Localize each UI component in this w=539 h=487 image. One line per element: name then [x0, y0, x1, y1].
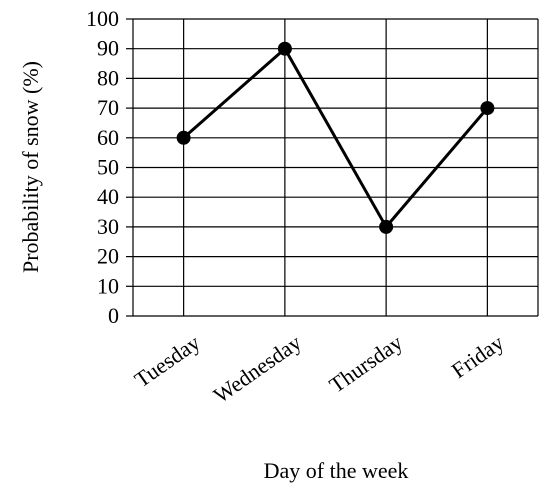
y-tick-label: 40 — [97, 184, 119, 209]
y-axis-label: Probability of snow (%) — [18, 61, 43, 273]
marker — [379, 219, 394, 234]
y-tick-label: 90 — [97, 36, 119, 61]
y-tick-label: 20 — [97, 244, 119, 269]
x-tick-label: Thursday — [325, 330, 407, 398]
y-tick-label: 30 — [97, 214, 119, 239]
y-tick-label: 10 — [97, 273, 119, 298]
x-tick-label: Tuesday — [130, 330, 205, 393]
x-axis-label: Day of the week — [264, 458, 409, 483]
y-tick-label: 50 — [97, 155, 119, 180]
y-tick-label: 0 — [108, 303, 119, 328]
y-tick-label: 100 — [86, 6, 119, 31]
y-tick-label: 70 — [97, 95, 119, 120]
y-tick-label: 60 — [97, 125, 119, 150]
line — [182, 46, 489, 230]
y-tick-label: 80 — [97, 65, 119, 90]
x-tick-label: Friday — [447, 330, 508, 383]
x-tick-label: Wednesday — [209, 330, 306, 408]
marker — [480, 101, 495, 116]
marker — [176, 130, 191, 145]
marker — [277, 41, 292, 56]
